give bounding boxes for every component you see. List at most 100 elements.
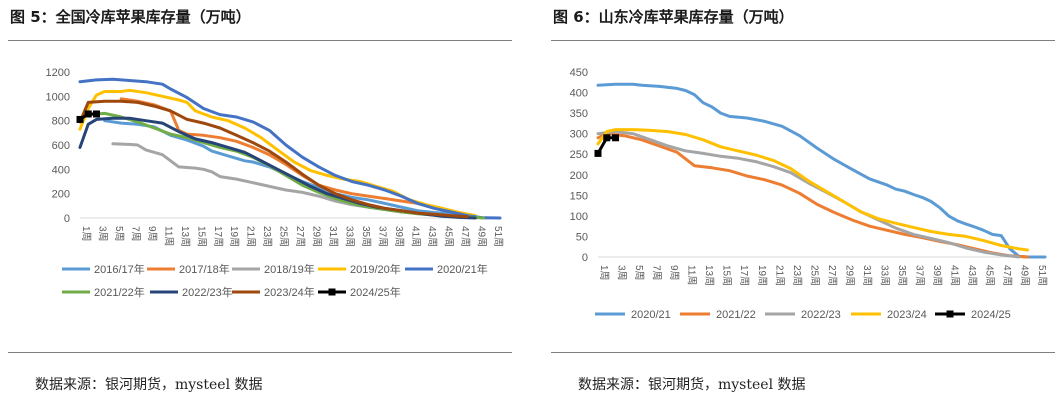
x-tick-label: 27周 <box>826 265 838 286</box>
y-tick-label: 600 <box>52 140 70 152</box>
x-tick-label: 45周 <box>442 226 454 247</box>
x-tick-label: 47周 <box>459 226 471 247</box>
y-tick-label: 50 <box>576 231 588 243</box>
shandong-inventory-chart: 0 50 100 150 200 250 300 350 400 450 1周 3周 5周 7周 9周 11周… <box>570 67 1049 321</box>
y-tick-label: 400 <box>570 88 588 100</box>
figure-title: 图 6：山东冷库苹果库存量（万吨） <box>553 8 794 26</box>
legend-marker <box>946 310 954 318</box>
x-tick-label: 45周 <box>984 265 996 286</box>
x-tick-label: 15周 <box>721 265 733 286</box>
bottom-rule <box>551 352 1055 353</box>
x-tick-label: 37周 <box>914 265 926 286</box>
series-marker <box>603 134 611 142</box>
source-note: 数据来源：银河期货，mysteel 数据 <box>578 377 806 393</box>
x-tick-label: 13周 <box>179 226 191 247</box>
x-tick-label: 23周 <box>791 265 803 286</box>
legend-label: 2022/23 <box>801 309 841 321</box>
legend-label: 2024/25 <box>971 309 1011 321</box>
x-tick-label: 31周 <box>861 265 873 286</box>
x-tick-label: 9周 <box>146 226 158 242</box>
top-rule <box>8 40 512 41</box>
series-line-2 <box>596 132 1029 259</box>
x-tick-label: 17周 <box>738 265 750 286</box>
series-marker <box>594 149 602 157</box>
y-tick-label: 1200 <box>46 67 70 79</box>
x-tick-label: 11周 <box>686 265 698 285</box>
bottom-rule <box>8 352 512 353</box>
x-tick-label: 29周 <box>311 226 323 247</box>
legend-label: 2020/21年 <box>437 262 488 276</box>
national-inventory-chart: 0 200 400 600 800 1000 1200 1周 3周 5周 7周 9周 11周 13周 15周… <box>46 67 504 299</box>
legend-label: 2023/24年 <box>264 285 315 299</box>
y-tick-label: 300 <box>570 129 588 141</box>
panel-shandong: 图 6：山东冷库苹果库存量（万吨） 0 50 100 150 200 250 300 350 4… <box>543 0 1063 406</box>
top-rule <box>551 40 1055 41</box>
x-tick-label: 29周 <box>843 265 855 286</box>
x-tick-label: 33周 <box>878 265 890 286</box>
x-tick-label: 33周 <box>344 226 356 247</box>
series-line-3 <box>596 130 1021 259</box>
legend-label: 2017/18年 <box>179 262 230 276</box>
x-tick-label: 19周 <box>756 265 768 286</box>
x-tick-label: 39周 <box>393 226 405 247</box>
x-tick-label: 35周 <box>360 226 372 247</box>
x-tick-label: 17周 <box>212 226 224 247</box>
y-tick-label: 0 <box>64 213 70 225</box>
series-line-8 <box>78 99 469 219</box>
series-line-4 <box>78 88 477 218</box>
y-tick-label: 350 <box>570 108 588 120</box>
y-tick-label: 100 <box>570 211 588 223</box>
x-tick-label: 25周 <box>278 226 290 247</box>
legend-label: 2018/19年 <box>264 262 315 276</box>
x-tick-label: 23周 <box>261 226 273 247</box>
series-marker <box>84 110 92 118</box>
x-tick-label: 37周 <box>376 226 388 247</box>
y-tick-label: 150 <box>570 190 588 202</box>
series-line-4 <box>596 128 1029 252</box>
x-tick-label: 9周 <box>668 265 680 281</box>
x-tick-label: 5周 <box>113 226 125 242</box>
x-tick-label: 51周 <box>1036 265 1048 286</box>
y-tick-label: 200 <box>570 170 588 182</box>
x-tick-label: 1周 <box>80 226 92 242</box>
x-tick-label: 49周 <box>1019 265 1031 286</box>
figure-title: 图 5：全国冷库苹果库存量（万吨） <box>10 8 251 26</box>
y-tick-label: 0 <box>582 252 588 264</box>
legend-label: 2020/21 <box>631 309 671 321</box>
x-tick-label: 27周 <box>294 226 306 247</box>
x-tick-label: 41周 <box>949 265 961 286</box>
legend-label: 2016/17年 <box>94 262 145 276</box>
y-tick-label: 450 <box>570 67 588 79</box>
legend-label: 2024/25年 <box>350 285 401 299</box>
x-tick-label: 47周 <box>1001 265 1013 286</box>
x-tick-label: 21周 <box>773 265 785 286</box>
x-tick-label: 15周 <box>195 226 207 247</box>
series-line-2 <box>119 97 469 216</box>
y-tick-label: 400 <box>52 164 70 176</box>
y-tick-label: 1000 <box>46 91 70 103</box>
x-tick-label: 49周 <box>475 226 487 247</box>
legend-label: 2021/22年 <box>94 285 145 299</box>
x-tick-label: 7周 <box>651 265 663 281</box>
y-tick-label: 800 <box>52 116 70 128</box>
legend-marker <box>328 288 336 296</box>
x-tick-label: 7周 <box>129 226 141 242</box>
x-tick-label: 39周 <box>931 265 943 286</box>
series-line-1 <box>596 82 1047 259</box>
legend-label: 2019/20年 <box>350 262 401 276</box>
x-tick-label: 11周 <box>162 226 174 246</box>
x-tick-label: 25周 <box>808 265 820 286</box>
series-line-5 <box>78 77 502 220</box>
x-tick-label: 35周 <box>896 265 908 286</box>
x-tick-label: 3周 <box>96 226 108 242</box>
x-tick-label: 43周 <box>426 226 438 247</box>
legend-label: 2023/24 <box>887 309 927 321</box>
legend-label: 2021/22 <box>716 309 756 321</box>
x-tick-label: 1周 <box>598 265 610 281</box>
x-tick-label: 13周 <box>703 265 715 286</box>
x-tick-label: 51周 <box>492 226 504 247</box>
source-note: 数据来源：银河期货，mysteel 数据 <box>35 377 263 393</box>
x-tick-label: 43周 <box>966 265 978 286</box>
x-tick-label: 5周 <box>633 265 645 281</box>
x-tick-label: 21周 <box>245 226 257 247</box>
